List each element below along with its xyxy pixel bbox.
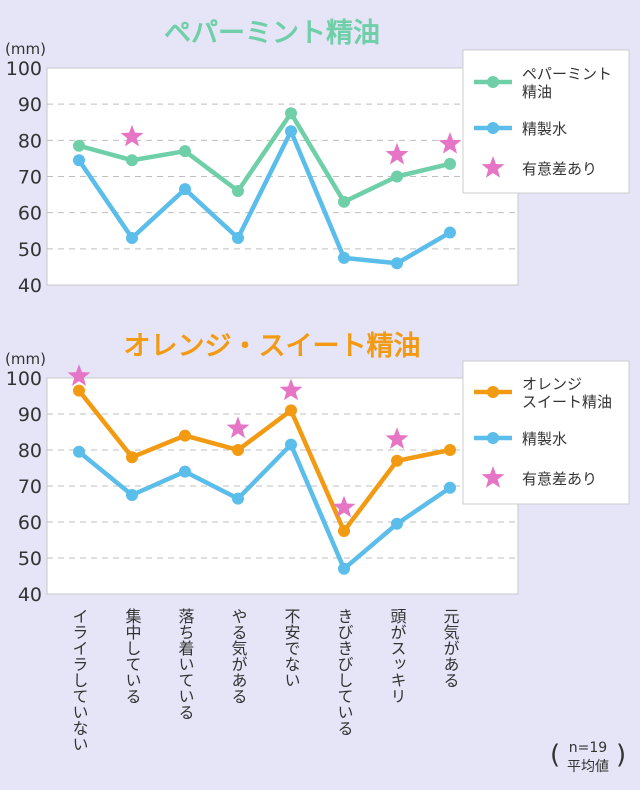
note-paren-open: ( — [550, 740, 560, 770]
significance-star — [385, 142, 409, 165]
data-point — [179, 183, 191, 196]
legend-marker — [487, 386, 499, 398]
y-tick-label: 80 — [18, 440, 42, 462]
series-1 — [73, 384, 456, 537]
data-point — [126, 154, 138, 167]
data-point — [232, 492, 244, 505]
data-point — [338, 251, 350, 264]
data-point — [444, 226, 456, 239]
legend-marker — [481, 156, 505, 178]
data-point — [232, 444, 244, 456]
x-axis-labels: イライラしていない 集中している 落ち着いている やる気がある 不安でない きびきびしてい… — [70, 608, 460, 752]
data-point — [338, 195, 350, 208]
legend-label: 有意差あり — [522, 470, 597, 488]
series-line — [77, 389, 451, 534]
data-point — [73, 139, 85, 152]
y-tick-label: 40 — [18, 584, 42, 606]
data-point — [285, 107, 297, 120]
legend-label: 精製水 — [522, 430, 567, 448]
significance-star — [438, 131, 462, 154]
series-1 — [73, 107, 456, 208]
y-tick-label: 50 — [18, 548, 42, 570]
data-point — [391, 257, 403, 270]
x-tick-label: きびきびしている — [335, 608, 354, 736]
y-tick-label: 100 — [6, 368, 42, 390]
legend-label: 精製水 — [522, 120, 567, 138]
chart-2: 40 50 60 70 80 90 100(mm) オレンジ・スイート精油オレンジスイート精油… — [5, 331, 630, 606]
data-point — [126, 451, 138, 464]
y-tick-label: 40 — [18, 275, 42, 297]
significance-star — [385, 427, 409, 449]
y-tick-label: 80 — [18, 130, 42, 152]
legend-marker — [481, 466, 505, 488]
note-label: 平均値 — [567, 759, 609, 775]
chart-title: オレンジ・スイート精油 — [124, 331, 421, 362]
data-point — [73, 384, 85, 397]
significance-star — [226, 416, 250, 439]
significance-star — [279, 378, 303, 401]
data-point — [285, 404, 297, 417]
data-point — [179, 145, 191, 158]
data-point — [444, 481, 456, 494]
data-point — [73, 154, 85, 167]
significance-star — [67, 364, 91, 386]
significance-star — [120, 124, 144, 147]
legend-marker — [487, 122, 499, 134]
chart-title: ペパーミント精油 — [164, 18, 380, 49]
y-tick-label: 70 — [18, 167, 42, 189]
data-point — [73, 445, 85, 458]
data-point — [391, 170, 403, 183]
y-tick-label: 70 — [18, 476, 42, 498]
x-tick-label: 元気がある — [441, 608, 460, 688]
y-tick-label: 90 — [18, 94, 42, 116]
data-point — [391, 454, 403, 467]
y-tick-label: 60 — [18, 203, 42, 225]
x-tick-label: 不安でない — [282, 608, 301, 688]
data-point — [179, 465, 191, 478]
data-point — [126, 489, 138, 501]
data-point — [444, 444, 456, 456]
legend-marker — [487, 432, 499, 444]
y-tick-label: 50 — [18, 239, 42, 261]
note-paren-close: ) — [616, 740, 626, 770]
sample-note: ( n=19 平均値) — [550, 740, 626, 775]
data-point — [232, 184, 244, 197]
y-tick-label: 90 — [18, 404, 42, 426]
data-point — [285, 438, 297, 451]
y-axis-label: (mm) — [5, 40, 46, 58]
y-tick-label: 100 — [6, 58, 42, 80]
series-line — [78, 110, 451, 205]
data-point — [444, 157, 456, 170]
x-tick-label: 頭がスッキリ — [388, 608, 407, 704]
data-point — [338, 562, 350, 575]
x-tick-label: イライラしていない — [70, 608, 89, 752]
series-2 — [73, 438, 456, 575]
data-point — [126, 231, 138, 244]
legend-label: オレンジスイート精油 — [522, 375, 612, 411]
significance-star — [332, 495, 356, 518]
data-point — [285, 125, 297, 138]
y-tick-label: 60 — [18, 512, 42, 534]
data-point — [232, 231, 244, 244]
series-2 — [73, 125, 456, 270]
legend-label: 有意差あり — [522, 160, 597, 178]
note-sample-size: n=19 — [569, 740, 607, 756]
series-line — [77, 442, 452, 572]
data-point — [179, 429, 191, 442]
legend-label: ペパーミント精油 — [522, 65, 612, 101]
series-line — [77, 129, 452, 266]
x-tick-label: 落ち着いている — [176, 608, 195, 720]
x-tick-label: 集中している — [123, 608, 142, 704]
legend-marker — [487, 76, 499, 88]
y-axis-label: (mm) — [5, 350, 46, 368]
x-tick-label: やる気がある — [229, 608, 248, 704]
data-point — [338, 525, 350, 537]
data-point — [391, 517, 403, 530]
